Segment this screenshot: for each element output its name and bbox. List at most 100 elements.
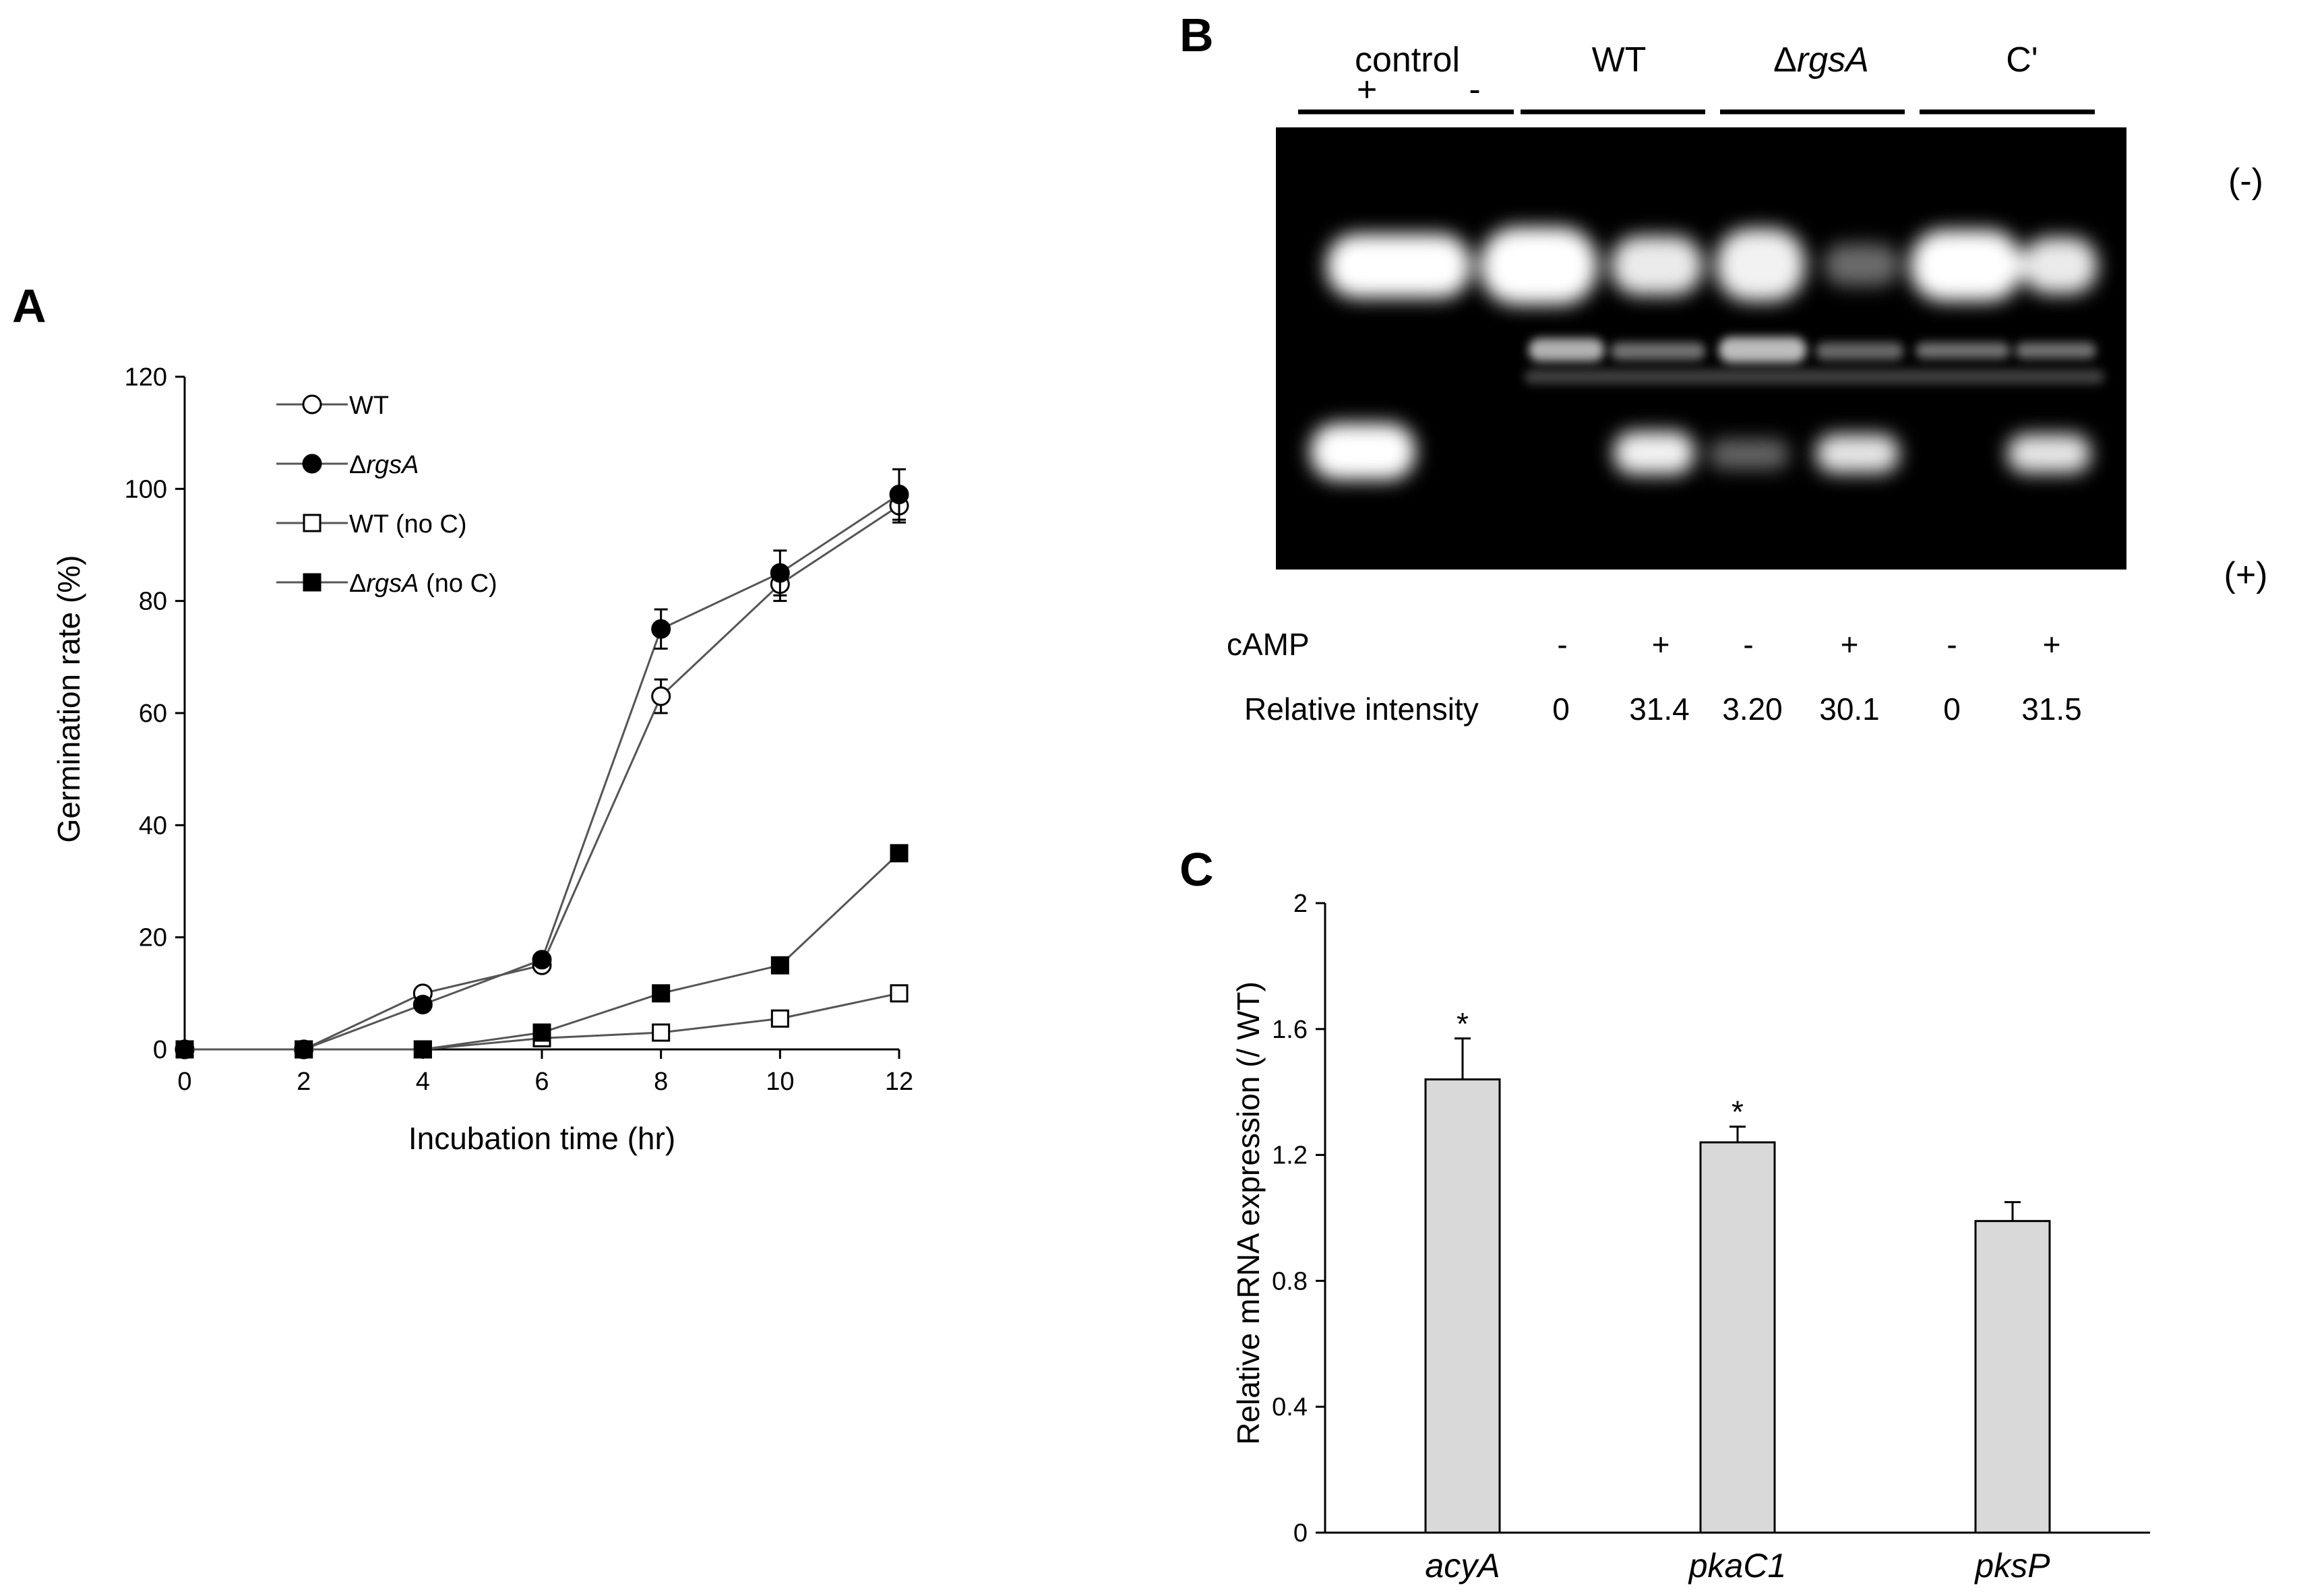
legend-entry: WT (no C) — [276, 510, 467, 539]
chart-a-series — [175, 468, 909, 1060]
intensity-value: 30.1 — [1819, 692, 1880, 727]
gel-group-label: ΔrgsA — [1773, 40, 1869, 80]
panel-label-a: A — [12, 280, 47, 332]
gel-band — [1529, 338, 1604, 361]
y-tick-label: 0 — [153, 1036, 167, 1064]
legend-label: WT (no C) — [349, 510, 467, 539]
chart-a-xlabel: Incubation time (hr) — [408, 1121, 675, 1156]
legend-entry: WT — [276, 392, 389, 420]
y-tick-label: 0.4 — [1272, 1393, 1308, 1421]
bar — [1974, 1220, 2051, 1534]
gel-band — [1611, 342, 1705, 360]
data-series — [175, 844, 909, 1059]
x-tick-label: 10 — [766, 1068, 794, 1096]
category-label: pksP — [1973, 1547, 2050, 1585]
data-point — [770, 1009, 789, 1028]
data-point — [890, 984, 909, 1003]
chart-a-ylabel: Germination rate (%) — [51, 555, 86, 843]
gel-group-label: WT — [1592, 40, 1647, 80]
chart-c-ticks: 0 0.4 0.8 1.2 1.6 2 — [1272, 890, 1325, 1547]
gel-image — [1276, 127, 2126, 570]
y-tick-label: 60 — [139, 700, 167, 728]
gel-bands-bottom — [1310, 423, 2091, 480]
y-tick-label: 2 — [1293, 890, 1308, 918]
gel-group-label: control — [1355, 40, 1460, 80]
gel-polarity-top: (-) — [2228, 162, 2263, 201]
gel-band — [1326, 234, 1471, 298]
gel-band — [1611, 236, 1703, 295]
bar-group: pksP — [1973, 1201, 2051, 1585]
intensity-value: 0 — [1943, 692, 1961, 727]
gel-band — [1824, 244, 1899, 286]
data-point — [302, 454, 322, 474]
gel-band — [1709, 439, 1789, 469]
x-tick-label: 8 — [654, 1068, 668, 1096]
x-tick-label: 2 — [297, 1068, 311, 1096]
data-series — [175, 487, 909, 1060]
gel-band — [1614, 431, 1694, 474]
intensity-value: 3.20 — [1722, 692, 1783, 727]
gel-band — [1310, 423, 1415, 480]
gel-band — [1816, 342, 1903, 360]
data-point — [890, 844, 909, 863]
data-point — [532, 950, 552, 970]
data-point — [770, 563, 790, 583]
x-tick-label: 12 — [885, 1068, 913, 1096]
legend-entry: ΔrgsA (no C) — [276, 570, 497, 598]
data-point — [303, 514, 321, 532]
camp-value: - — [1557, 627, 1567, 662]
gel-band — [1719, 337, 1806, 363]
chart-c: 0 0.4 0.8 1.2 1.6 2 * acyA * pkaC1 pksP Relative … — [1231, 890, 2150, 1585]
data-point — [532, 1023, 551, 1042]
gel-intensity-row: Relative intensity 0 31.4 3.20 30.1 0 31… — [1244, 692, 2082, 727]
gel-band — [1910, 230, 2022, 301]
legend-label: ΔrgsA — [349, 451, 419, 479]
data-point — [295, 1040, 313, 1059]
gel-band — [1716, 228, 1805, 301]
y-tick-label: 1.2 — [1272, 1142, 1308, 1170]
intensity-value: 31.4 — [1629, 692, 1690, 727]
y-tick-label: 0 — [1293, 1519, 1308, 1547]
gel-band — [2022, 237, 2097, 294]
camp-value: - — [1743, 627, 1753, 662]
legend-label: ΔrgsA (no C) — [349, 570, 497, 598]
data-point — [175, 1040, 194, 1059]
bar-group: * acyA — [1424, 1006, 1501, 1585]
y-tick-label: 1.6 — [1272, 1016, 1308, 1044]
y-tick-label: 80 — [139, 588, 167, 616]
data-point — [412, 994, 433, 1014]
bar-group: * pkaC1 — [1688, 1095, 1787, 1585]
gel-band — [2007, 434, 2091, 473]
y-tick-label: 0.8 — [1272, 1267, 1308, 1295]
gel-camp-row: cAMP - + - + - + — [1227, 627, 2060, 662]
chart-c-bars: * acyA * pkaC1 pksP — [1424, 1006, 2051, 1585]
data-point — [413, 1040, 432, 1059]
bar — [1699, 1141, 1776, 1534]
camp-label: cAMP — [1227, 627, 1310, 662]
x-tick-label: 4 — [416, 1068, 430, 1096]
legend-entry: ΔrgsA — [276, 451, 419, 479]
intensity-value: 0 — [1552, 692, 1570, 727]
data-point — [652, 1023, 671, 1042]
category-label: acyA — [1425, 1547, 1500, 1585]
gel-smear — [1525, 369, 2104, 384]
intensity-label: Relative intensity — [1244, 692, 1479, 727]
data-point — [889, 485, 909, 505]
category-label: pkaC1 — [1688, 1547, 1787, 1585]
gel-band — [1816, 434, 1899, 473]
chart-a-ticks: 0 20 40 60 80 100 120 0 2 4 6 8 10 12 — [125, 363, 914, 1096]
data-point — [303, 573, 321, 592]
y-tick-label: 40 — [139, 811, 167, 840]
bar — [1424, 1078, 1501, 1534]
gel-panel: control WT ΔrgsA C' + - — [1227, 40, 2268, 727]
chart-a: 0 20 40 60 80 100 120 0 2 4 6 8 10 12 WT ΔrgsA WT (no C… — [51, 363, 913, 1156]
gel-group-labels: control WT ΔrgsA C' + - — [1355, 40, 2038, 109]
chart-a-axes — [183, 377, 899, 1051]
gel-polarity-bottom: (+) — [2224, 555, 2268, 594]
x-tick-label: 0 — [177, 1068, 191, 1096]
legend-label: WT — [349, 392, 389, 420]
significance-marker: * — [1457, 1006, 1469, 1041]
chart-a-legend: WT ΔrgsA WT (no C) ΔrgsA (no C) — [276, 392, 497, 598]
chart-c-ylabel: Relative mRNA expression (/ WT) — [1231, 981, 1266, 1445]
